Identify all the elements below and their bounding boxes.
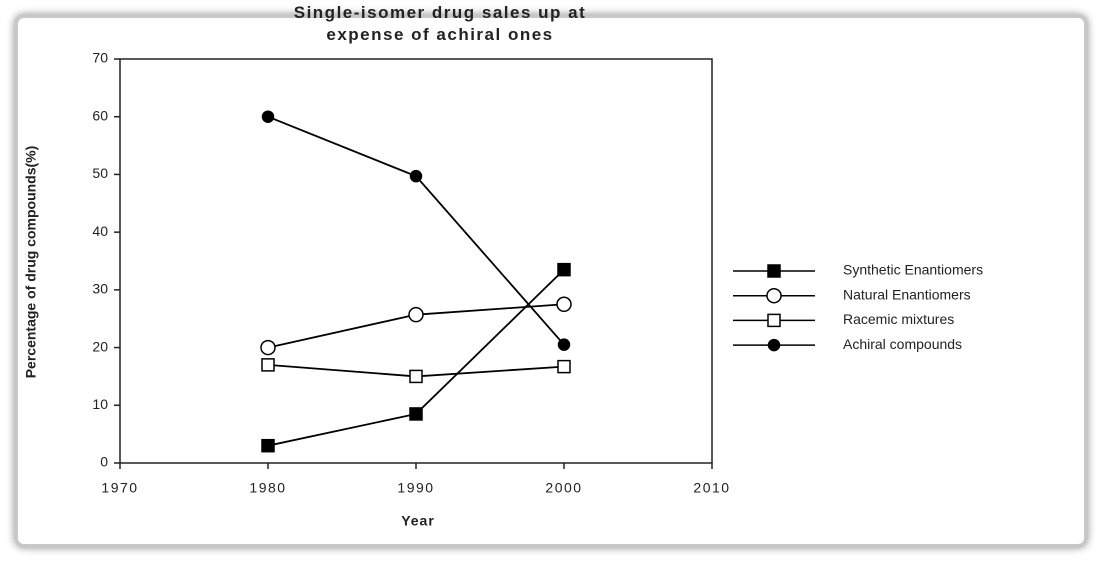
legend-marker bbox=[766, 287, 782, 304]
chart-title: Single-isomer drug sales up at expense o… bbox=[293, 3, 587, 44]
data-point bbox=[409, 369, 423, 384]
legend-label: Synthetic Enantiomers bbox=[843, 262, 983, 278]
data-point bbox=[557, 359, 571, 374]
legend-marker bbox=[767, 338, 781, 352]
legend-marker bbox=[767, 313, 781, 328]
x-axis-label: Year bbox=[401, 513, 435, 529]
y-tick-label: 10 bbox=[92, 396, 108, 412]
x-tick-label: 1980 bbox=[249, 480, 286, 496]
legend-label: Racemic mixtures bbox=[843, 311, 954, 327]
y-tick-label: 50 bbox=[92, 165, 108, 181]
legend-label: Natural Enantiomers bbox=[843, 286, 971, 302]
y-tick-label: 40 bbox=[92, 223, 108, 239]
y-tick-label: 0 bbox=[100, 454, 108, 470]
data-point bbox=[409, 407, 423, 421]
y-tick-label: 30 bbox=[92, 281, 108, 297]
data-point bbox=[557, 262, 571, 277]
y-tick-label: 20 bbox=[92, 338, 108, 354]
data-point bbox=[261, 110, 275, 123]
x-tick-label: 1970 bbox=[101, 480, 138, 496]
data-point bbox=[261, 358, 275, 372]
legend-label: Achiral compounds bbox=[843, 336, 962, 352]
data-point bbox=[409, 169, 423, 183]
data-point bbox=[556, 296, 572, 313]
plot-frame bbox=[119, 58, 713, 464]
y-tick-label: 60 bbox=[92, 107, 108, 123]
x-tick-label: 2000 bbox=[545, 480, 582, 496]
legend-marker bbox=[767, 264, 781, 278]
x-tick-label: 1990 bbox=[397, 480, 434, 496]
data-point bbox=[557, 338, 571, 351]
frame bbox=[14, 14, 1088, 548]
data-point bbox=[408, 306, 424, 323]
data-point bbox=[261, 438, 275, 453]
y-axis-label: Percentage of drug compounds(%) bbox=[23, 146, 39, 379]
y-tick-label: 70 bbox=[92, 50, 108, 66]
x-tick-label: 2010 bbox=[693, 480, 730, 496]
data-point bbox=[260, 339, 276, 356]
